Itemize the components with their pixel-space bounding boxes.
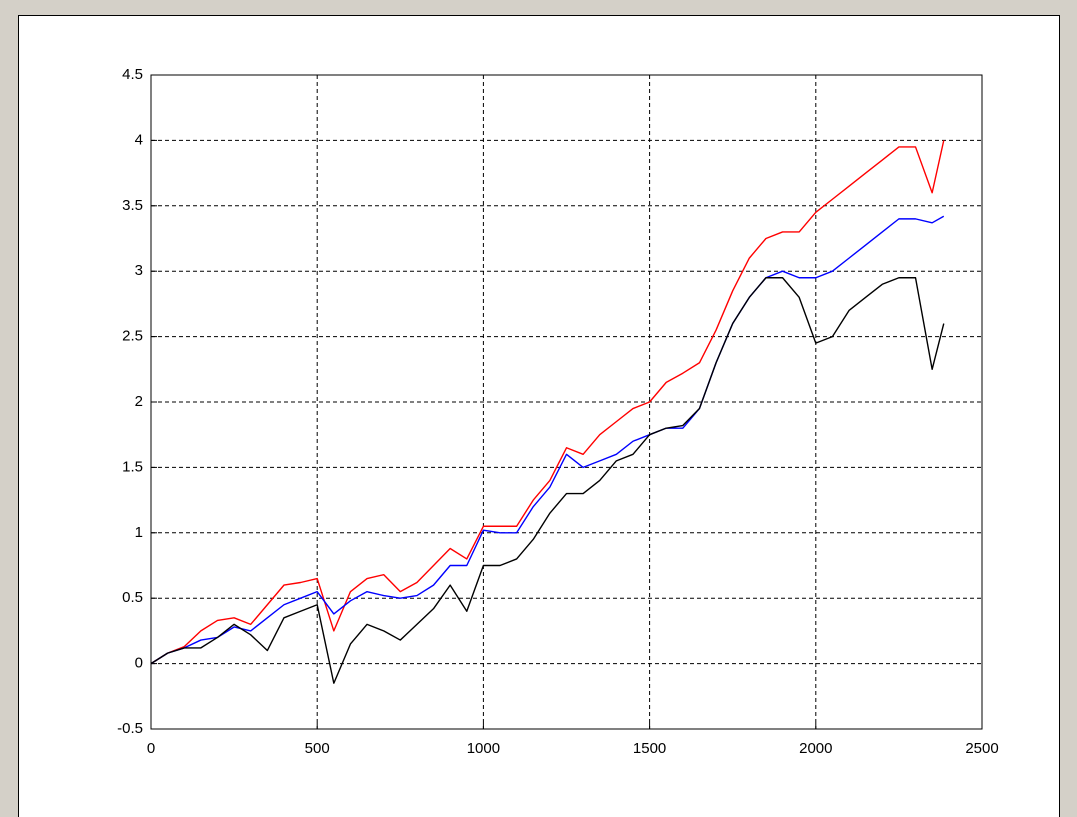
y-tick-label: 3.5 xyxy=(122,197,143,214)
y-tick-label: 2.5 xyxy=(122,328,143,345)
y-tick-label: 4.5 xyxy=(122,66,143,83)
y-tick-label: 2 xyxy=(135,393,143,410)
data-line xyxy=(150,215,945,665)
y-tick-label: -0.5 xyxy=(117,720,143,737)
x-tick-label: 2000 xyxy=(799,740,832,757)
figure-area xyxy=(18,15,1060,817)
x-tick-label: 0 xyxy=(147,740,155,757)
x-tick-label: 1000 xyxy=(467,740,500,757)
data-line xyxy=(150,277,945,684)
data-line xyxy=(150,140,945,665)
axes-box xyxy=(150,74,983,730)
y-tick-label: 3 xyxy=(135,262,143,279)
y-tick-label: 0.5 xyxy=(122,589,143,606)
y-tick-label: 0 xyxy=(135,655,143,672)
x-tick-label: 1500 xyxy=(633,740,666,757)
plot-area: -0.500.511.522.533.544.50 500 1000 1500 2000… xyxy=(117,66,999,757)
y-tick-label: 1 xyxy=(135,524,143,541)
y-tick-label: 1.5 xyxy=(122,458,143,475)
x-tick-label: 2500 xyxy=(965,740,998,757)
y-tick-label: 4 xyxy=(135,131,143,148)
x-tick-label: 500 xyxy=(305,740,330,757)
